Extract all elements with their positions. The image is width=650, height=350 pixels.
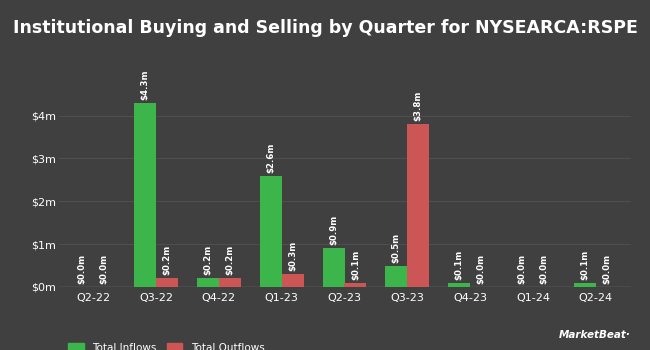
Text: $2.6m: $2.6m (266, 142, 275, 173)
Text: $0.0m: $0.0m (99, 254, 109, 284)
Bar (448, 283, 470, 287)
Text: $3.8m: $3.8m (414, 91, 423, 121)
Text: $0.3m: $0.3m (288, 241, 297, 271)
Bar (197, 279, 219, 287)
Text: Institutional Buying and Selling by Quarter for NYSEARCA:RSPE: Institutional Buying and Selling by Quar… (12, 19, 638, 37)
Text: $0.1m: $0.1m (351, 250, 360, 280)
Text: $0.2m: $0.2m (162, 245, 172, 275)
Bar (219, 279, 240, 287)
Bar (281, 274, 304, 287)
Bar (385, 266, 408, 287)
Text: $0.0m: $0.0m (603, 254, 612, 284)
Bar (344, 283, 367, 287)
Bar (156, 279, 178, 287)
Text: $0.0m: $0.0m (77, 254, 86, 284)
Text: $0.1m: $0.1m (580, 250, 590, 280)
Text: $0.1m: $0.1m (455, 250, 463, 280)
Bar (574, 283, 596, 287)
Bar (259, 176, 281, 287)
Text: $0.5m: $0.5m (392, 232, 401, 262)
Text: $4.3m: $4.3m (140, 69, 150, 100)
Bar (134, 103, 156, 287)
Bar (408, 124, 430, 287)
Text: $0.0m: $0.0m (540, 254, 549, 284)
Text: $0.2m: $0.2m (203, 245, 213, 275)
Text: $0.0m: $0.0m (476, 254, 486, 284)
Text: MarketBeat·: MarketBeat· (558, 329, 630, 340)
Text: $0.0m: $0.0m (517, 254, 526, 284)
Text: $0.9m: $0.9m (329, 215, 338, 245)
Text: $0.2m: $0.2m (226, 245, 234, 275)
Legend: Total Inflows, Total Outflows: Total Inflows, Total Outflows (64, 338, 268, 350)
Bar (322, 248, 344, 287)
